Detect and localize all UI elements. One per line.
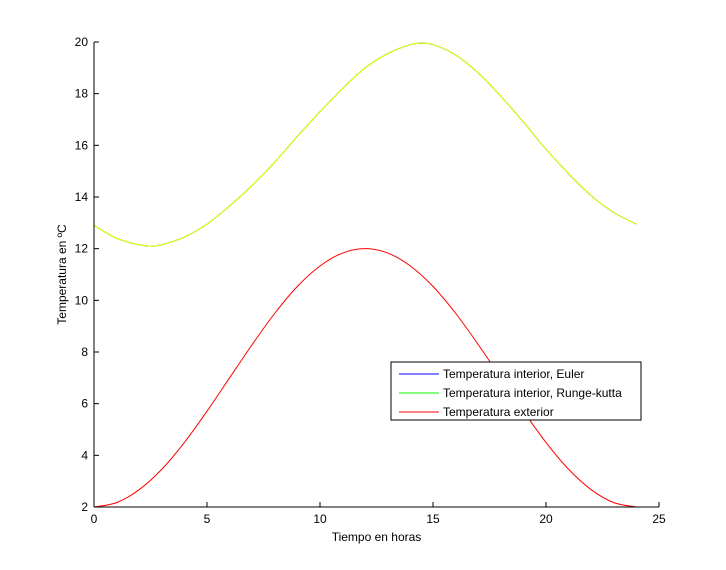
x-tick-label: 15: [426, 512, 440, 526]
x-tick-label: 5: [204, 512, 211, 526]
y-axis-label: Temperatura en ºC: [55, 224, 69, 325]
x-tick-label: 25: [652, 512, 666, 526]
y-tick-label: 12: [75, 242, 89, 256]
y-tick-label: 6: [81, 397, 88, 411]
y-tick-label: 8: [81, 345, 88, 359]
y-tick-label: 16: [75, 138, 89, 152]
legend-label-runge-kutta: Temperatura interior, Runge-kutta: [443, 386, 622, 400]
y-ticks: 2 4 6 8 10 12 14 16 18 20: [75, 35, 99, 514]
legend-label-exterior: Temperatura exterior: [443, 405, 554, 419]
x-tick-label: 0: [91, 512, 98, 526]
axes-box: [94, 42, 659, 507]
series-line-exterior: [93, 248, 637, 508]
y-tick-label: 18: [75, 87, 89, 101]
y-tick-label: 2: [81, 500, 88, 514]
series-layer: [93, 42, 637, 508]
y-tick-label: 4: [81, 448, 88, 462]
x-tick-label: 10: [313, 512, 327, 526]
y-tick-label: 10: [75, 293, 89, 307]
legend-label-euler: Temperatura interior, Euler: [443, 367, 584, 381]
legend-box: [390, 361, 642, 421]
x-ticks: 0 5 10 15 20 25: [91, 502, 666, 526]
x-axis-label: Tiempo en horas: [332, 530, 422, 544]
x-tick-label: 20: [539, 512, 553, 526]
axes-lines: [93, 42, 659, 508]
y-tick-label: 14: [75, 190, 89, 204]
series-line-overlay: [93, 42, 637, 247]
legend: Temperatura interior, Euler Temperatura …: [390, 361, 642, 421]
plot-area: 0 5 10 15 20 25 2 4 6 8 10 12 14 16 18 20: [75, 35, 666, 526]
y-tick-label: 20: [75, 35, 89, 49]
